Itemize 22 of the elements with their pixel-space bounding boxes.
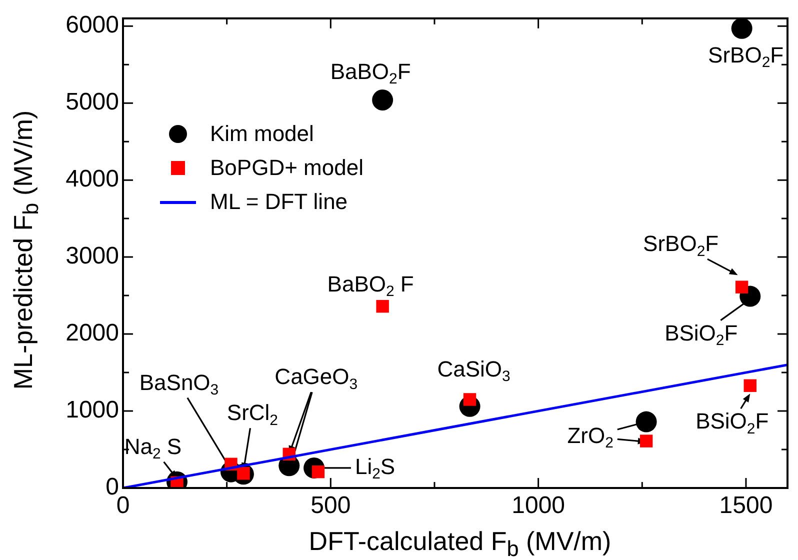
point bbox=[372, 90, 394, 111]
legend-label: BoPGD+ model bbox=[210, 155, 364, 181]
y-tick-label: 1000 bbox=[66, 396, 119, 424]
y-tick-label: 2000 bbox=[66, 320, 119, 347]
x-tick-label: 1000 bbox=[512, 492, 566, 520]
y-tick-label: 5000 bbox=[66, 88, 119, 116]
x-tick-label: 500 bbox=[310, 492, 351, 520]
point bbox=[744, 379, 756, 392]
y-tick-label: 3000 bbox=[66, 242, 119, 270]
point bbox=[640, 434, 653, 448]
point bbox=[636, 411, 657, 432]
point bbox=[735, 280, 748, 294]
legend-label: Kim model bbox=[210, 121, 314, 147]
y-tick-label: 0 bbox=[106, 474, 119, 501]
y-tick-label: 4000 bbox=[66, 166, 119, 193]
x-tick-label: 1500 bbox=[719, 492, 773, 520]
point bbox=[731, 18, 752, 39]
legend-label: ML = DFT line bbox=[210, 189, 348, 215]
x-axis-title: DFT-calculated F$_{b}$ (MV/m) bbox=[308, 526, 612, 560]
point bbox=[376, 300, 389, 313]
y-tick-label: 6000 bbox=[66, 12, 119, 39]
point bbox=[463, 393, 476, 406]
